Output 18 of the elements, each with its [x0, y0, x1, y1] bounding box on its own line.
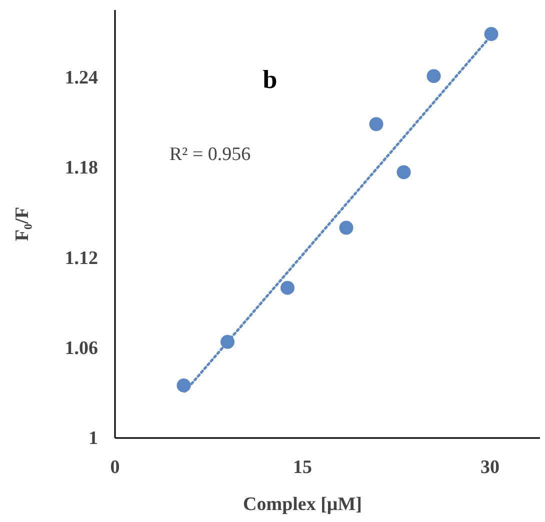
- y-tick-label: 1.18: [64, 158, 98, 179]
- annotation: R² = 0.956: [169, 144, 251, 165]
- y-tick-label: 1.12: [64, 248, 98, 269]
- x-tick-label: 15: [293, 457, 312, 478]
- x-tick-label: 30: [480, 457, 500, 478]
- x-axis-title: Complex [μM]: [243, 494, 362, 515]
- y-tick-label: 1: [88, 428, 98, 449]
- point: [369, 117, 384, 132]
- point: [280, 280, 294, 295]
- y-tick-label: 1.06: [64, 338, 98, 359]
- point: [484, 27, 498, 42]
- y-axis-title: F₀/F: [12, 206, 33, 242]
- point: [396, 165, 411, 180]
- y-tick-label: 1.24: [64, 68, 98, 89]
- annotation: b: [262, 65, 278, 94]
- point: [339, 220, 354, 235]
- x-tick-label: 0: [110, 457, 120, 478]
- point: [426, 69, 441, 84]
